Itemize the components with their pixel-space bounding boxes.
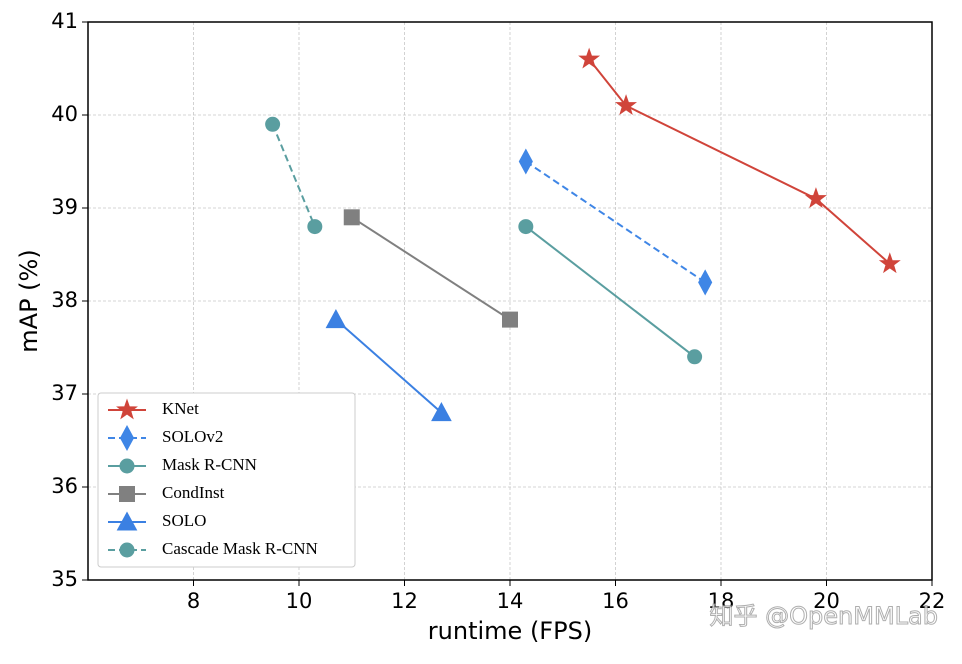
marker xyxy=(518,219,534,235)
x-tick-label: 10 xyxy=(286,589,313,613)
marker xyxy=(431,402,452,422)
y-tick-label: 41 xyxy=(51,9,78,33)
legend-label: SOLO xyxy=(162,511,206,530)
marker xyxy=(307,219,323,235)
marker xyxy=(804,187,827,209)
plot-frame xyxy=(87,21,933,581)
legend-marker xyxy=(119,542,135,558)
y-tick-label: 40 xyxy=(51,102,78,126)
marker xyxy=(343,209,360,226)
x-tick-label: 16 xyxy=(602,589,629,613)
legend-marker xyxy=(116,398,138,420)
legend-label: Cascade Mask R-CNN xyxy=(162,539,318,558)
watermark: 知乎 @OpenMMLab xyxy=(710,602,938,630)
x-tick-label: 18 xyxy=(708,589,735,613)
series-line xyxy=(525,160,706,284)
y-tick-label: 37 xyxy=(51,381,78,405)
marker xyxy=(502,311,518,328)
marker xyxy=(687,349,703,365)
y-axis-label: mAP (%) xyxy=(15,249,43,352)
legend-label: Mask R-CNN xyxy=(162,455,257,474)
x-tick-label: 14 xyxy=(497,589,524,613)
legend-label: SOLOv2 xyxy=(162,427,223,446)
legend-label: CondInst xyxy=(162,483,225,502)
series-line xyxy=(588,58,891,265)
legend-box xyxy=(97,392,356,568)
legend-marker xyxy=(119,486,135,502)
series-line xyxy=(525,225,696,358)
legend-marker xyxy=(116,511,138,531)
x-tick-label: 8 xyxy=(187,589,200,613)
series-line xyxy=(351,216,511,321)
marker xyxy=(698,269,713,296)
marker xyxy=(265,116,281,132)
y-tick-label: 36 xyxy=(51,474,78,498)
legend-label: KNet xyxy=(162,399,199,418)
y-tick-label: 38 xyxy=(51,288,78,312)
marker xyxy=(878,252,901,274)
x-tick-label: 22 xyxy=(919,589,946,613)
x-axis-label: runtime (FPS) xyxy=(428,617,592,645)
marker xyxy=(518,148,533,175)
series-line xyxy=(271,123,316,227)
y-tick-label: 35 xyxy=(51,567,78,591)
x-tick-label: 20 xyxy=(813,589,840,613)
y-tick-label: 39 xyxy=(51,195,78,219)
x-tick-label: 12 xyxy=(391,589,418,613)
marker xyxy=(615,94,638,116)
series-line xyxy=(335,318,443,414)
legend-marker xyxy=(119,458,135,474)
legend-marker xyxy=(119,424,135,452)
marker xyxy=(578,47,601,69)
marker xyxy=(325,309,347,329)
